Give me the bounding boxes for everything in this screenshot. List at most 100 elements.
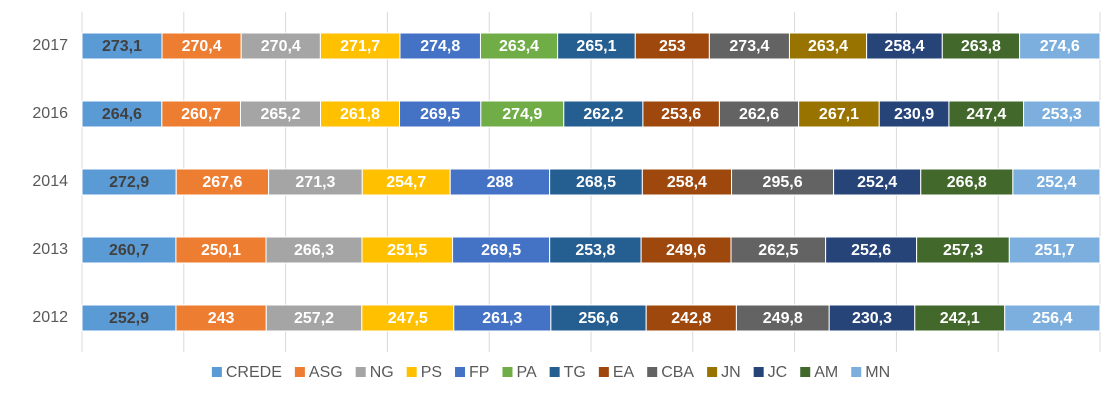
bar-segment (833, 168, 922, 196)
data-label: 254,7 (386, 174, 426, 191)
bar-segment (920, 168, 1014, 196)
data-label: 263,8 (961, 38, 1001, 55)
legend-label: PA (516, 364, 536, 381)
bar-segment (1004, 304, 1101, 332)
bar-segment (550, 304, 647, 332)
data-label: 268,5 (576, 174, 616, 191)
legend-swatch (406, 367, 417, 377)
data-label: 271,7 (340, 38, 380, 55)
data-label: 247,5 (388, 310, 428, 327)
data-label: 251,7 (1035, 242, 1075, 259)
data-label: 262,5 (758, 242, 798, 259)
legend-swatch (549, 367, 560, 377)
data-label: 273,1 (102, 38, 142, 55)
bar-segment (449, 168, 551, 196)
bar-segment (479, 32, 559, 60)
bar-segment (319, 32, 401, 60)
data-label: 252,4 (1036, 174, 1076, 191)
bar-segment (916, 236, 1010, 264)
data-label: 250,1 (201, 242, 241, 259)
data-label: 270,4 (261, 38, 301, 55)
data-label: 265,2 (260, 106, 300, 123)
data-label: 274,8 (420, 38, 460, 55)
bar-segment (81, 32, 163, 60)
legend-label: NG (370, 364, 394, 381)
data-label: 273,4 (729, 38, 769, 55)
legend-label: PS (421, 364, 442, 381)
legend-swatch (707, 367, 718, 377)
bar-segment (320, 100, 401, 128)
bar-segment (81, 168, 177, 196)
data-label: 258,4 (667, 174, 707, 191)
data-label: 267,6 (202, 174, 242, 191)
data-label: 230,9 (894, 106, 934, 123)
bar-segment (265, 304, 363, 332)
legend-label: TG (564, 364, 586, 381)
bar-segment (798, 100, 880, 128)
bar-segment (557, 32, 636, 60)
data-label: 266,8 (947, 174, 987, 191)
bar-segment (452, 236, 551, 264)
bar-segment (1008, 236, 1101, 264)
bar-segment (453, 304, 552, 332)
legend-swatch (753, 367, 764, 377)
legend-swatch (355, 367, 366, 377)
bar-segment (1012, 168, 1101, 196)
data-label: 252,6 (851, 242, 891, 259)
bar-segment (878, 100, 950, 128)
bar-segment (161, 100, 242, 128)
data-label: 230,3 (852, 310, 892, 327)
bar-segment (708, 32, 790, 60)
legend-swatch (800, 367, 811, 377)
data-label: 274,9 (502, 106, 542, 123)
data-label: 242,1 (940, 310, 980, 327)
data-label: 253,8 (575, 242, 615, 259)
data-label: 271,3 (295, 174, 335, 191)
y-tick-label: 2012 (32, 309, 68, 326)
legend-swatch (647, 367, 658, 377)
data-label: 258,4 (884, 38, 924, 55)
bar-segment (866, 32, 943, 60)
bar-segment (1023, 100, 1101, 128)
y-tick-label: 2016 (32, 105, 68, 122)
data-label: 256,6 (579, 310, 619, 327)
bar-segment (175, 304, 267, 332)
bar-segment (549, 168, 643, 196)
data-label: 242,8 (671, 310, 711, 327)
bar-segment (81, 100, 163, 128)
data-label: 295,6 (763, 174, 803, 191)
data-label: 270,4 (182, 38, 222, 55)
y-tick-label: 2014 (32, 173, 68, 190)
legend-label: EA (613, 364, 635, 381)
data-label: 274,6 (1040, 38, 1080, 55)
legend-label: AM (814, 364, 838, 381)
bar-segment (731, 168, 835, 196)
data-label: 256,4 (1032, 310, 1072, 327)
bar-segment (645, 304, 737, 332)
data-label: 252,9 (109, 310, 149, 327)
legend-label: JN (721, 364, 741, 381)
bar-segment (81, 304, 177, 332)
bar-segment (175, 236, 267, 264)
data-label: 253,3 (1042, 106, 1082, 123)
data-label: 263,4 (499, 38, 539, 55)
data-label: 253 (659, 38, 686, 55)
bar-segment (1019, 32, 1101, 60)
bar-segment (361, 236, 454, 264)
data-label: 260,7 (109, 242, 149, 259)
bar-segment (361, 304, 455, 332)
data-label: 261,8 (340, 106, 380, 123)
data-label: 265,1 (576, 38, 616, 55)
data-label: 267,1 (819, 106, 859, 123)
data-label: 269,5 (481, 242, 521, 259)
bar-segment (399, 100, 482, 128)
data-label: 288 (487, 174, 514, 191)
legend: CREDE ASG NG PS FP PA TG EA CBA JN JC AM MN (211, 364, 890, 381)
data-label: 253,6 (661, 106, 701, 123)
y-tick-label: 2017 (32, 37, 68, 54)
legend-label: FP (469, 364, 489, 381)
bar-segment (240, 100, 322, 128)
legend-label: ASG (309, 364, 343, 381)
data-label: 262,2 (583, 106, 623, 123)
legend-swatch (294, 367, 305, 377)
